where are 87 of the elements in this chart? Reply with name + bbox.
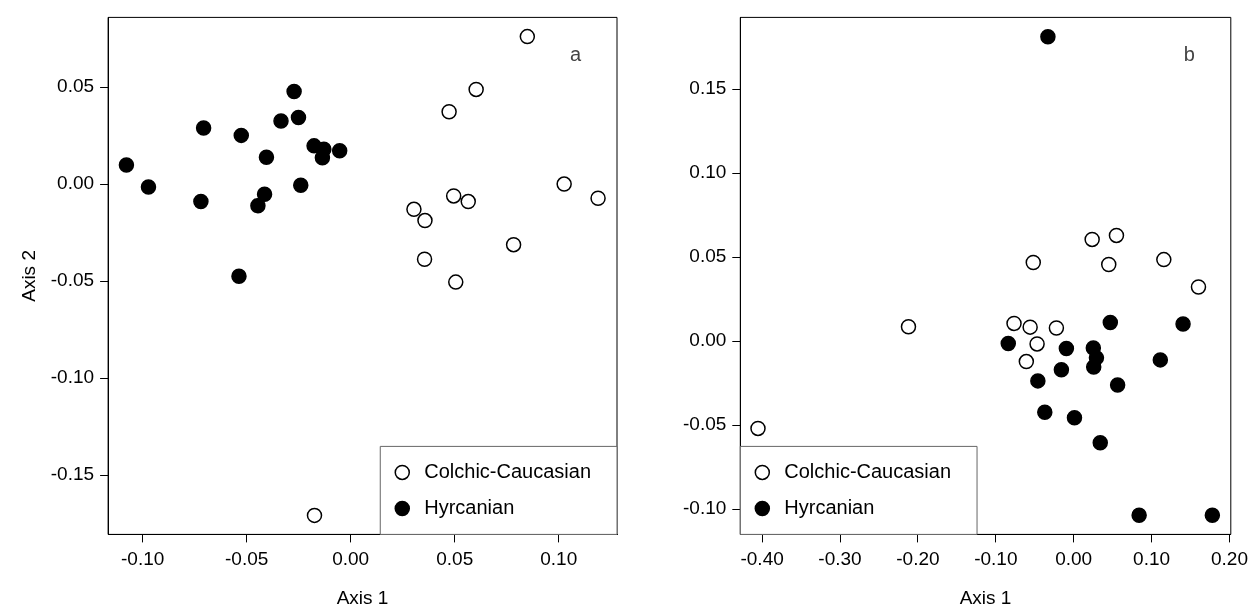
x-tick-label: -0.10 bbox=[120, 548, 165, 570]
y-tick-label: 0.15 bbox=[689, 77, 727, 99]
point bbox=[140, 179, 157, 195]
point bbox=[293, 177, 309, 194]
point bbox=[1022, 319, 1038, 335]
point bbox=[519, 28, 536, 45]
point bbox=[1109, 377, 1126, 393]
point bbox=[306, 507, 323, 524]
annotation: b bbox=[1183, 42, 1195, 65]
point bbox=[468, 81, 484, 98]
point bbox=[290, 109, 307, 126]
point bbox=[1030, 373, 1046, 389]
point bbox=[233, 127, 250, 144]
y-axis-title: Axis 2 bbox=[17, 250, 39, 302]
x-tick-label: 0.00 bbox=[332, 548, 370, 570]
point bbox=[1029, 336, 1045, 352]
point bbox=[750, 420, 766, 437]
x-tick-label: 0.10 bbox=[540, 548, 578, 570]
point bbox=[1066, 409, 1083, 426]
point bbox=[1102, 314, 1119, 331]
y-tick-label: -0.10 bbox=[50, 366, 95, 388]
x-tick-label: -0.10 bbox=[974, 548, 1018, 570]
y-tick-label: 0.05 bbox=[689, 245, 727, 267]
point bbox=[1152, 352, 1169, 368]
point bbox=[1175, 316, 1191, 332]
point bbox=[445, 188, 462, 204]
point bbox=[1058, 340, 1075, 357]
point bbox=[331, 142, 348, 159]
x-axis-title: Axis 1 bbox=[336, 586, 389, 608]
point bbox=[286, 83, 302, 100]
point bbox=[1018, 353, 1035, 370]
point bbox=[505, 236, 522, 253]
point bbox=[1053, 362, 1070, 378]
x-tick-label: -0.40 bbox=[740, 548, 784, 570]
point bbox=[1048, 320, 1065, 336]
x-tick-label: 0.05 bbox=[436, 548, 474, 570]
point bbox=[256, 186, 273, 202]
x-axis-title: Axis 1 bbox=[959, 586, 1012, 608]
point bbox=[1084, 231, 1100, 248]
x-tick-label: -0.20 bbox=[896, 548, 940, 570]
y-tick-label: -0.05 bbox=[50, 269, 95, 291]
point bbox=[250, 197, 266, 214]
y-tick-label: -0.05 bbox=[682, 413, 727, 435]
point bbox=[1131, 507, 1147, 523]
x-tick-label: -0.05 bbox=[225, 548, 269, 570]
point bbox=[441, 103, 457, 120]
point bbox=[1092, 434, 1109, 451]
point bbox=[406, 201, 422, 218]
legend-label: Colchic-Caucasian bbox=[784, 459, 952, 482]
point bbox=[590, 190, 606, 207]
point bbox=[273, 113, 289, 129]
point bbox=[231, 268, 247, 285]
point bbox=[1037, 404, 1053, 421]
point bbox=[1204, 507, 1221, 523]
point bbox=[258, 149, 275, 166]
y-tick-label: 0.10 bbox=[689, 161, 727, 183]
point bbox=[1156, 251, 1172, 268]
point bbox=[1006, 315, 1022, 332]
legend-label: Colchic-Caucasian bbox=[424, 459, 592, 482]
annotation: a bbox=[569, 42, 582, 65]
point bbox=[416, 251, 433, 267]
legend-label: Hyrcanian bbox=[784, 495, 875, 518]
point bbox=[195, 120, 212, 136]
x-tick-label: -0.30 bbox=[818, 548, 862, 570]
point bbox=[1025, 254, 1042, 271]
y-tick-label: 0.00 bbox=[689, 329, 727, 351]
point bbox=[556, 176, 572, 192]
point bbox=[193, 193, 209, 210]
y-tick-label: -0.15 bbox=[50, 463, 95, 485]
point bbox=[417, 212, 433, 229]
x-tick-label: 0.10 bbox=[1133, 548, 1171, 570]
point bbox=[900, 319, 917, 335]
point bbox=[1108, 227, 1125, 244]
point bbox=[460, 193, 476, 210]
point bbox=[1000, 335, 1017, 352]
point bbox=[118, 157, 135, 173]
y-tick-label: 0.05 bbox=[57, 75, 95, 97]
point bbox=[1085, 359, 1102, 375]
x-tick-label: 0.20 bbox=[1210, 548, 1248, 570]
y-tick-label: -0.10 bbox=[682, 497, 727, 519]
point bbox=[1190, 279, 1207, 295]
y-tick-label: 0.00 bbox=[57, 172, 95, 194]
point bbox=[448, 274, 464, 290]
x-tick-label: 0.00 bbox=[1055, 548, 1093, 570]
point bbox=[1101, 256, 1117, 273]
legend-label: Hyrcanian bbox=[424, 495, 515, 518]
point bbox=[1040, 28, 1056, 45]
